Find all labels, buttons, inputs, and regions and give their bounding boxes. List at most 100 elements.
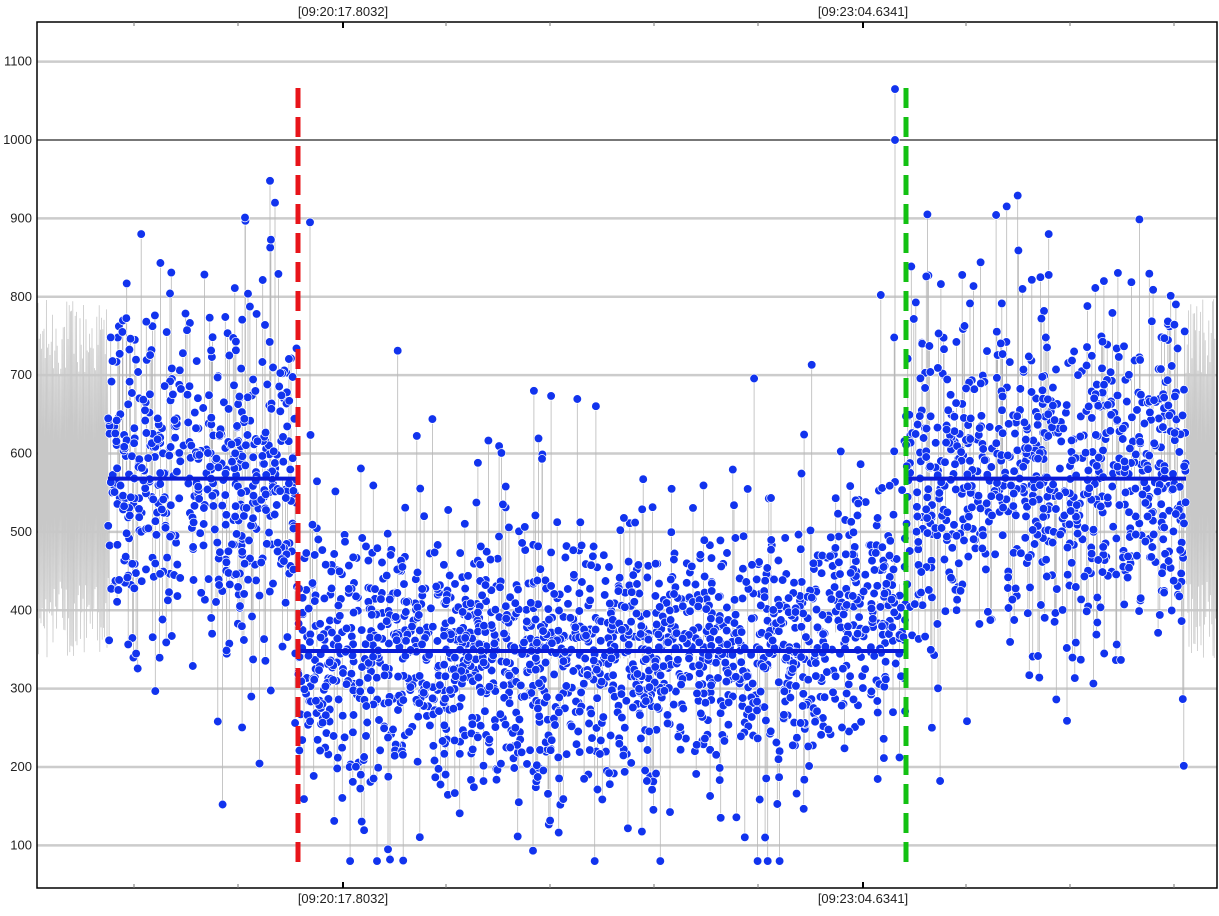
data-point [374, 715, 384, 725]
data-point [348, 607, 359, 618]
data-point [1159, 587, 1169, 598]
data-point [151, 530, 162, 540]
data-point [628, 702, 638, 713]
data-point [597, 794, 607, 805]
data-point [592, 784, 603, 795]
data-point [951, 531, 962, 541]
data-point [368, 480, 378, 491]
data-point [915, 411, 925, 421]
data-point [207, 491, 218, 501]
data-point [383, 844, 393, 854]
data-point [1069, 346, 1079, 357]
data-point [1057, 605, 1068, 615]
data-point [344, 560, 354, 571]
data-point [799, 775, 809, 785]
data-point [608, 670, 618, 680]
data-point [1166, 291, 1176, 301]
data-point [620, 767, 630, 777]
data-point [597, 677, 607, 687]
data-point [449, 735, 460, 746]
data-point [530, 510, 541, 521]
data-point [1140, 498, 1151, 508]
data-point [337, 793, 347, 803]
data-point [450, 671, 461, 681]
data-point [951, 605, 962, 615]
data-point [819, 692, 830, 702]
data-point [766, 493, 776, 503]
data-point [741, 577, 751, 587]
data-point [1054, 491, 1064, 501]
data-point [305, 637, 315, 647]
data-point [978, 444, 988, 454]
data-point [1008, 501, 1018, 511]
data-point [877, 542, 887, 552]
data-point [489, 638, 500, 649]
data-point [1124, 507, 1134, 517]
data-point [278, 432, 288, 442]
data-point [486, 585, 496, 595]
data-point [690, 579, 701, 590]
data-point [399, 579, 409, 589]
data-point [877, 621, 887, 631]
data-point [1179, 518, 1189, 529]
data-point [138, 395, 148, 405]
data-point [951, 337, 962, 347]
data-point [231, 501, 241, 511]
data-point [199, 269, 210, 280]
data-point [106, 376, 117, 387]
data-point [206, 345, 216, 356]
data-point [662, 718, 673, 729]
data-point [933, 328, 944, 339]
data-point [1131, 529, 1141, 540]
data-point [839, 743, 850, 753]
data-point [846, 568, 856, 578]
data-point [894, 752, 905, 763]
data-point [433, 764, 444, 774]
data-point [840, 634, 851, 645]
data-point [257, 451, 268, 461]
data-point [122, 278, 132, 289]
data-point [219, 397, 229, 407]
data-point [1119, 341, 1129, 351]
data-point [236, 488, 246, 498]
data-point [254, 758, 265, 769]
data-point [239, 559, 250, 569]
data-point [1015, 384, 1025, 394]
data-point [547, 735, 557, 745]
data-point [323, 694, 334, 704]
data-point [888, 707, 898, 717]
data-point [706, 553, 717, 563]
data-point [581, 630, 591, 641]
data-point [872, 581, 882, 591]
data-point [510, 598, 520, 608]
data-point [845, 671, 855, 681]
data-point [1137, 489, 1148, 500]
data-point [525, 659, 535, 670]
data-point [910, 599, 920, 609]
data-point [1176, 616, 1187, 626]
data-point [571, 739, 582, 749]
data-point [769, 574, 779, 585]
data-point [866, 603, 877, 614]
data-point [945, 390, 956, 400]
data-point [543, 789, 553, 799]
data-point [234, 391, 245, 402]
data-point [588, 551, 598, 561]
data-point [636, 621, 646, 631]
data-point [1108, 522, 1118, 532]
data-point [1155, 610, 1165, 620]
data-point [484, 734, 495, 745]
data-point [1033, 651, 1043, 661]
data-point [332, 633, 342, 644]
data-point [274, 381, 284, 392]
data-point [650, 662, 660, 672]
data-point [890, 135, 900, 145]
data-point [699, 571, 710, 582]
data-point [605, 598, 615, 609]
data-point [257, 357, 268, 367]
data-point [439, 749, 449, 759]
data-point [513, 584, 523, 595]
data-point [1094, 452, 1104, 463]
data-point [328, 675, 338, 685]
